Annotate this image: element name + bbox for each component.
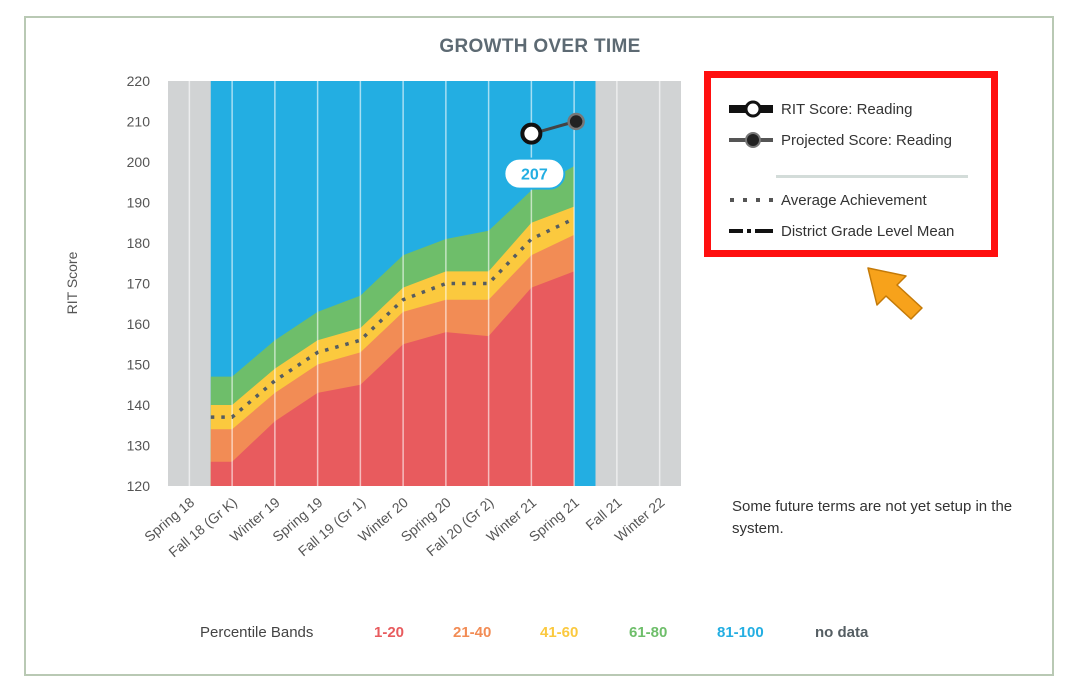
y-tick-label: 160 bbox=[127, 316, 151, 332]
legend-item-rit-score: RIT Score: Reading bbox=[729, 98, 912, 120]
y-tick-label: 180 bbox=[127, 235, 151, 251]
percentile-bands-label: Percentile Bands bbox=[200, 624, 314, 641]
y-axis-label: RIT Score bbox=[64, 251, 80, 314]
legend-item-projected-score: Projected Score: Reading bbox=[729, 129, 952, 151]
average-achievement-line bbox=[210, 217, 575, 419]
percentile-bands-legend: Percentile Bands 1-20 21-40 41-60 61-80 … bbox=[0, 624, 1080, 648]
rit-score-value-label: 207 bbox=[521, 167, 548, 184]
band-81-100: 81-100 bbox=[717, 624, 764, 641]
band-41-60: 41-60 bbox=[540, 624, 579, 641]
rit-score-point bbox=[520, 122, 543, 145]
band-area-1-20 bbox=[210, 271, 575, 486]
legend: RIT Score: Reading Projected Score: Read… bbox=[704, 71, 998, 257]
y-tick-label: 150 bbox=[127, 357, 151, 373]
band-21-40: 21-40 bbox=[453, 624, 492, 641]
y-tick-label: 130 bbox=[127, 438, 151, 454]
projected-connector-line bbox=[538, 122, 569, 134]
projected-score-point bbox=[567, 112, 585, 131]
projected-score-line-icon bbox=[729, 132, 773, 148]
legend-item-district-mean: District Grade Level Mean bbox=[729, 220, 954, 242]
dotted-line-icon bbox=[730, 198, 773, 202]
legend-item-average-achievement: Average Achievement bbox=[729, 189, 927, 211]
y-tick-label: 170 bbox=[127, 276, 151, 292]
pointer-arrow-icon bbox=[867, 267, 923, 320]
y-tick-label: 120 bbox=[127, 478, 151, 494]
future-terms-note: Some future terms are not yet setup in t… bbox=[732, 498, 1013, 537]
band-61-80: 61-80 bbox=[629, 624, 668, 641]
dash-dot-line-icon bbox=[729, 229, 773, 233]
band-1-20: 1-20 bbox=[374, 624, 405, 641]
legend-label: RIT Score: Reading bbox=[781, 100, 913, 118]
y-tick-label: 200 bbox=[127, 154, 151, 170]
legend-label: Projected Score: Reading bbox=[781, 131, 952, 149]
y-tick-label: 210 bbox=[127, 114, 151, 130]
rit-score-line-icon bbox=[729, 100, 773, 118]
legend-label: Average Achievement bbox=[781, 191, 927, 209]
legend-divider bbox=[776, 175, 968, 178]
chart-title: GROWTH OVER TIME bbox=[439, 36, 641, 57]
legend-label: District Grade Level Mean bbox=[781, 222, 955, 240]
y-tick-label: 190 bbox=[127, 195, 151, 211]
rit-score-bubble bbox=[503, 157, 566, 190]
y-tick-label: 220 bbox=[127, 73, 151, 89]
y-tick-label: 140 bbox=[127, 397, 151, 413]
band-no-data: no data bbox=[815, 624, 869, 641]
